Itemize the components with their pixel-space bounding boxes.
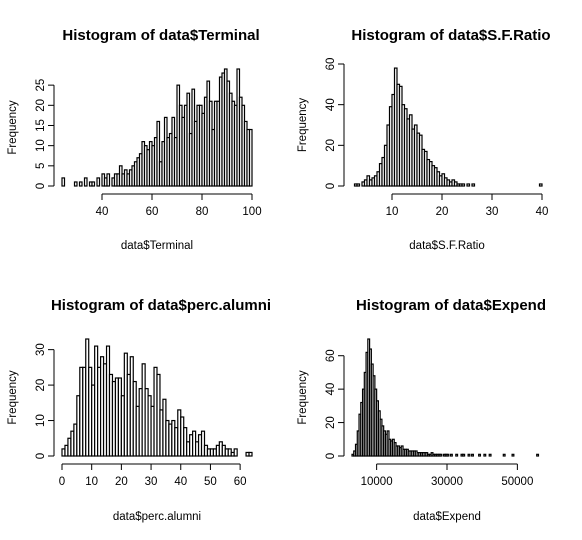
y-tick-label: 0 [325,183,337,189]
x-axis-label: data$Terminal [121,240,193,252]
histogram-bar [83,177,88,187]
histogram-bar [488,453,492,457]
histogram-bar [471,183,476,187]
x-tick-label: 30 [486,206,499,218]
histogram-panel-3: Histogram of data$perc.alumni 0 10 20 30 40 50… [7,297,271,523]
histogram-bar [478,453,482,457]
histogram-bars [353,67,543,187]
x-tick-label: 20 [115,476,128,488]
x-tick-label: 80 [196,206,209,218]
chart-title: Histogram of data$Terminal [62,27,259,44]
histogram-bar [462,453,466,457]
histogram-bar [449,453,453,457]
y-tick-label: 40 [325,383,337,396]
histogram-bar [61,177,66,187]
y-tick-label: 0 [325,453,337,459]
y-tick-label: 0 [35,453,47,459]
y-tick-label: 10 [35,414,47,427]
x-tick-label: 0 [59,476,65,488]
y-tick-label: 20 [35,99,47,112]
histogram-bar [455,453,459,457]
x-tick-label: 20 [436,206,449,218]
histogram-bars [61,68,253,187]
histogram-bars [61,338,253,457]
x-tick-label: 60 [234,476,247,488]
histogram-bar [78,181,83,187]
y-axis-label: Frequency [297,98,309,153]
histogram-bar [156,120,161,187]
chart-title: Histogram of data$Expend [356,297,546,314]
x-axis-label: data$perc.alumni [113,511,201,523]
chart-title: Histogram of data$S.F.Ratio [351,27,550,44]
histogram-bar [471,453,474,457]
x-axis-label: data$S.F.Ratio [409,240,484,252]
y-axis-label: Frequency [7,100,19,155]
histogram-panel-4: Histogram of data$Expend 10000 30000 50000 0… [297,297,546,523]
histogram-panel-1: Histogram of data$Terminal 40 60 80 100 0 5 10 1… [7,27,262,252]
y-tick-label: 0 [35,183,47,189]
x-tick-label: 100 [242,206,261,218]
y-tick-label: 10 [35,139,47,152]
histogram-bar [467,453,471,457]
histogram-bar [511,453,515,457]
y-tick-label: 20 [325,139,337,152]
y-tick-label: 20 [325,416,337,429]
chart-title: Histogram of data$perc.alumni [51,297,271,314]
histogram-bar [536,453,540,457]
histogram-bar [446,453,450,457]
x-tick-label: 10 [386,206,399,218]
y-tick-label: 15 [35,119,47,132]
x-tick-label: 10 [85,476,98,488]
histogram-bar [106,173,111,187]
histogram-bar [200,430,206,457]
x-tick-label: 30 [145,476,158,488]
histogram-bars [351,338,540,457]
histogram-panel-2: Histogram of data$S.F.Ratio 10 20 30 40 0 20 40… [297,27,551,252]
histogram-bar [483,453,487,457]
histogram-bar [91,181,96,187]
histogram-bar [502,453,506,457]
y-tick-label: 20 [35,379,47,392]
histogram-bar [538,183,543,187]
x-tick-label: 50000 [501,476,533,488]
histogram-bar [73,181,78,187]
y-tick-label: 60 [325,349,337,362]
y-tick-label: 5 [35,163,47,169]
y-tick-label: 30 [35,343,47,356]
histogram-bar [461,183,466,187]
x-axis-label: data$Expend [413,511,481,523]
x-tick-label: 40 [96,206,109,218]
x-tick-label: 40 [174,476,187,488]
histogram-bar [356,183,361,187]
y-tick-label: 60 [325,58,337,71]
y-axis-label: Frequency [7,370,19,425]
y-tick-label: 40 [325,98,337,111]
histogram-bar [96,177,101,187]
x-tick-label: 30000 [431,476,463,488]
x-tick-label: 10000 [361,476,393,488]
y-axis-label: Frequency [297,370,309,425]
x-tick-label: 40 [536,206,549,218]
y-tick-label: 25 [35,79,47,92]
histogram-bar [466,183,471,187]
histogram-bar [248,451,253,457]
histogram-bar [439,453,443,457]
histogram-bar [248,128,253,187]
histogram-bar [233,448,238,457]
x-tick-label: 60 [146,206,159,218]
x-tick-label: 50 [204,476,217,488]
